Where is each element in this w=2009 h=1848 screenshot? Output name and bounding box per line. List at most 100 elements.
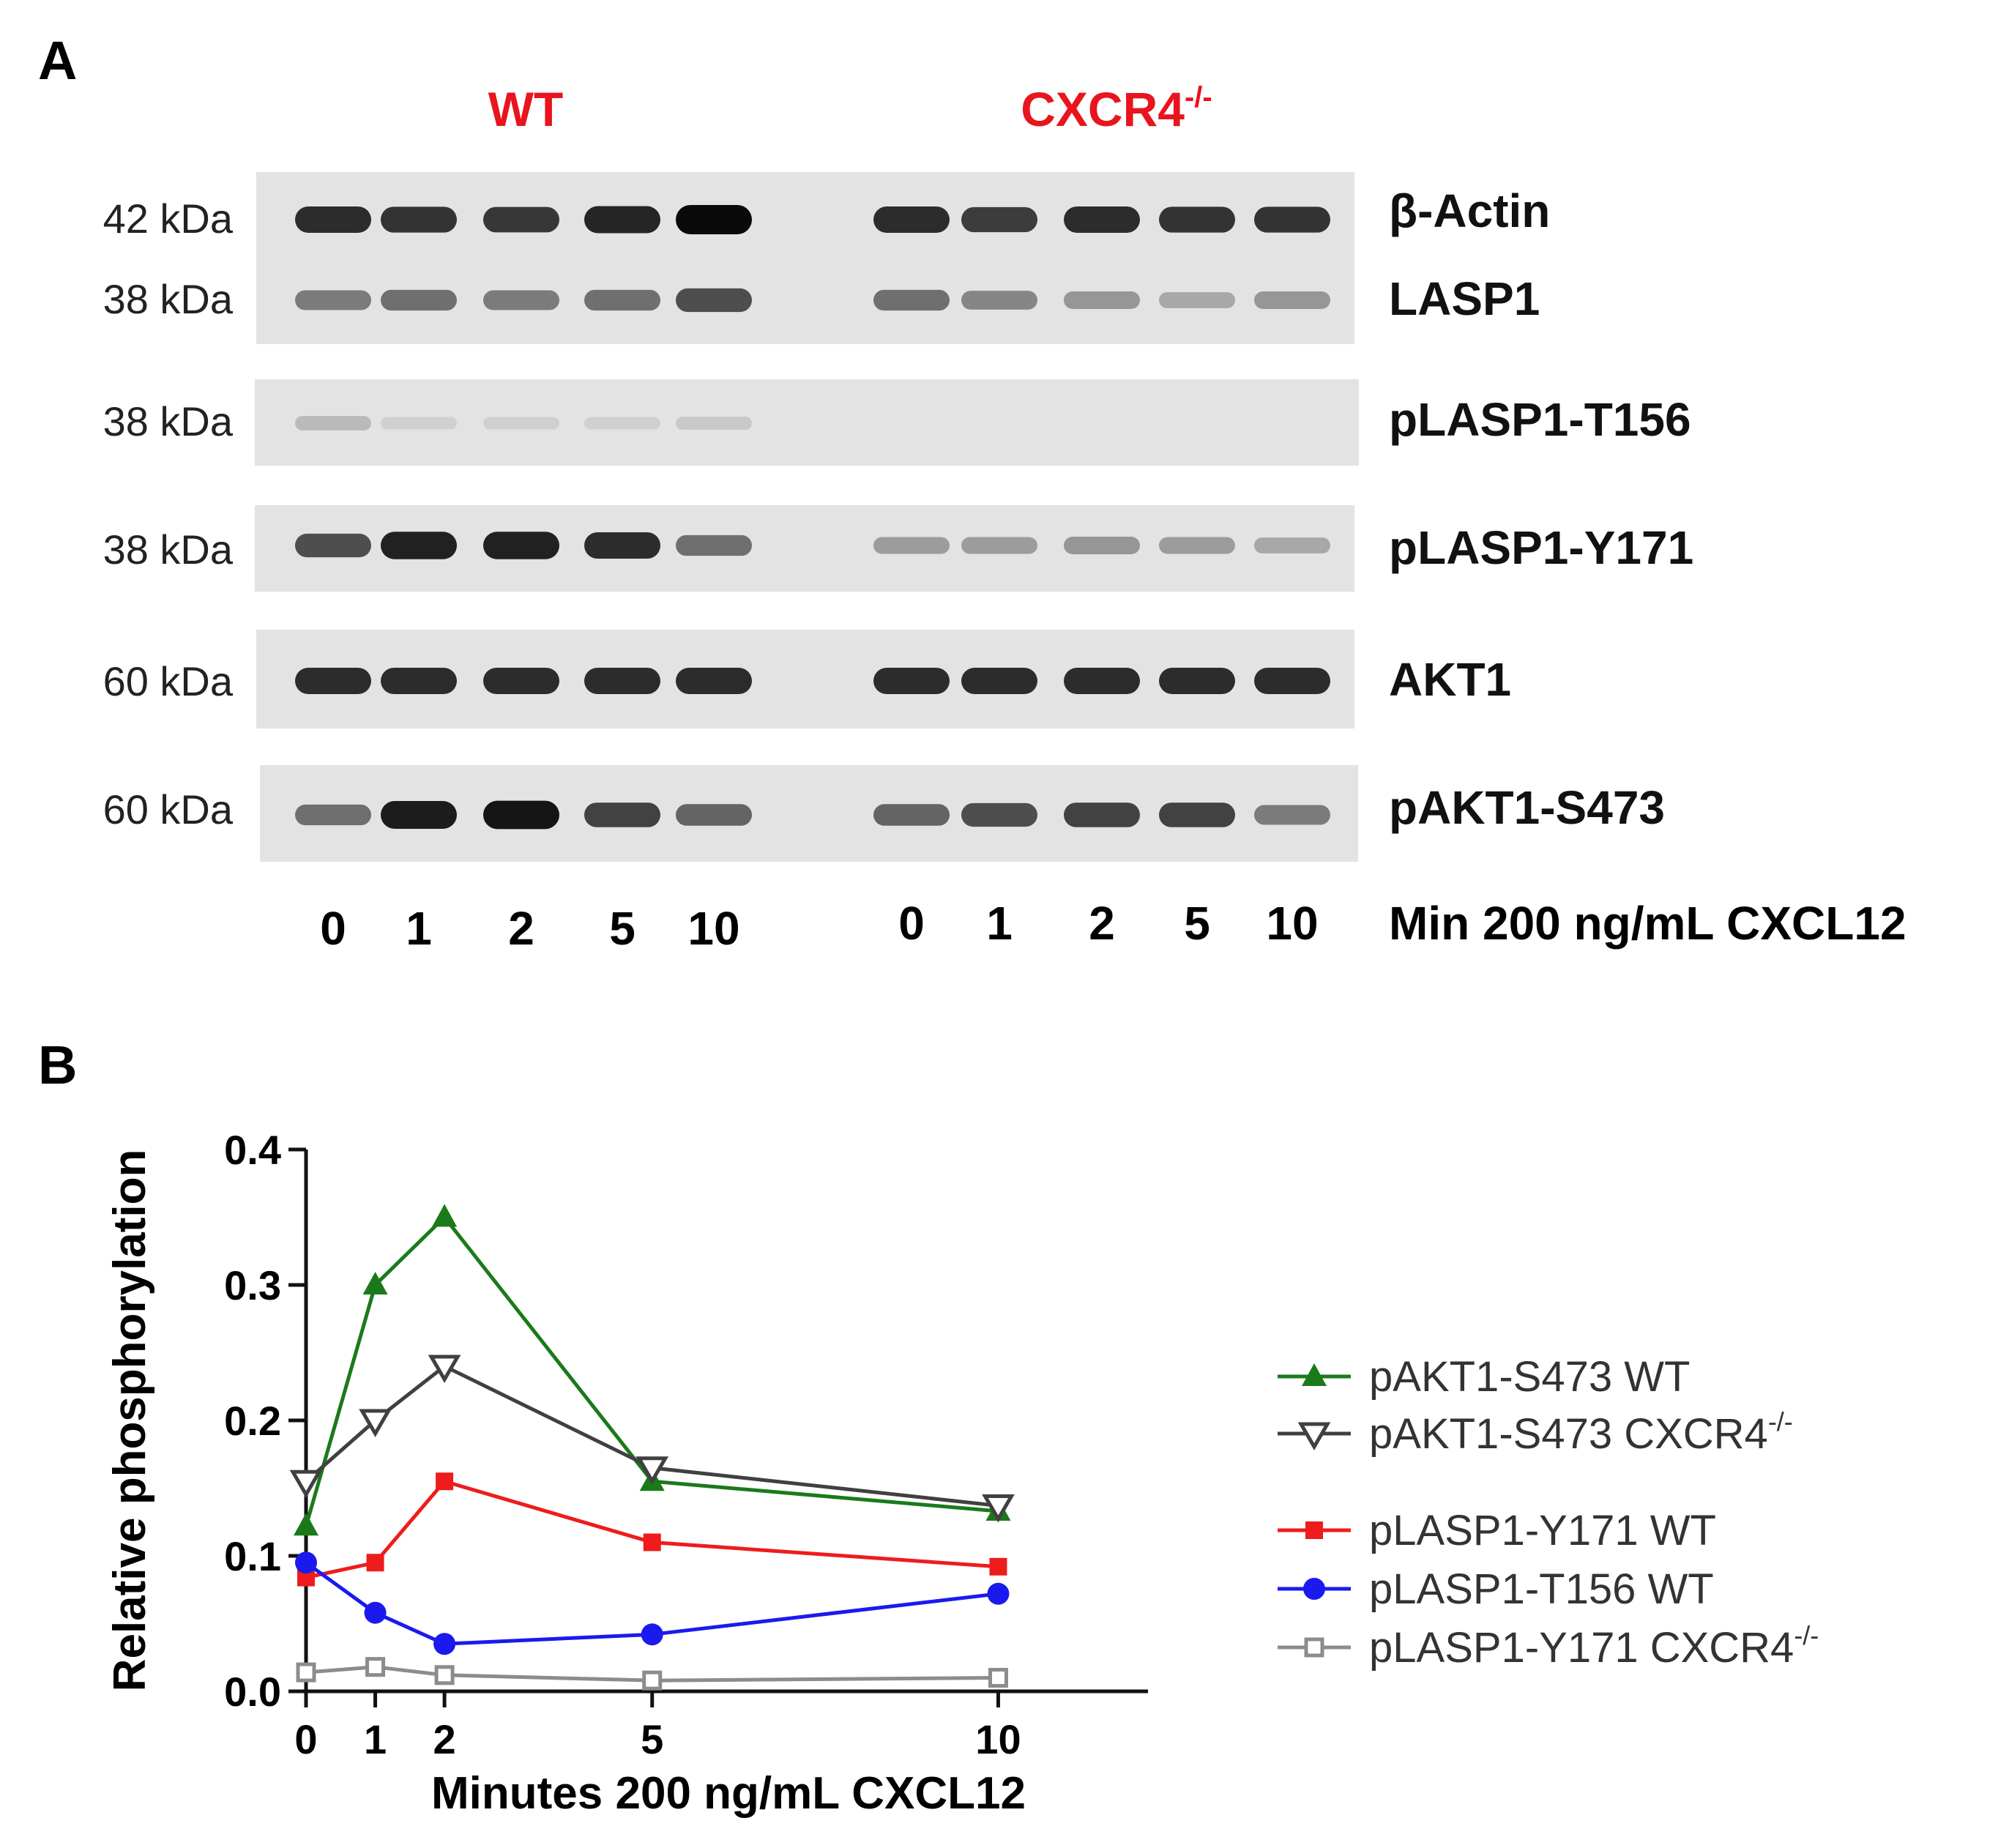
legend-marker bbox=[1304, 1637, 1324, 1658]
group-label-wt: WT bbox=[488, 82, 564, 136]
blot-band bbox=[961, 802, 1037, 827]
blot-strip bbox=[256, 172, 1354, 344]
lane-label-cxcr4: 2 bbox=[1089, 897, 1115, 950]
western-blot-panel: 42 kDa β-Actin 38 kDa LASP1 38 kDa pLASP1-T15… bbox=[103, 172, 1693, 862]
legend-label: pAKT1-S473 CXCR4-/- bbox=[1369, 1407, 1793, 1458]
blot-band bbox=[1254, 667, 1330, 695]
blot-band bbox=[1159, 206, 1235, 233]
blot-band bbox=[295, 206, 371, 234]
blot-band bbox=[483, 206, 559, 233]
lane-label-cxcr4: 0 bbox=[898, 897, 925, 950]
blot-band bbox=[961, 291, 1037, 310]
blot-band bbox=[381, 417, 457, 430]
lane-label-cxcr4: 5 bbox=[1184, 897, 1210, 950]
x-tick-label: 1 bbox=[364, 1716, 387, 1762]
molecular-weight-label: 38 kDa bbox=[103, 526, 234, 573]
blot-strip bbox=[256, 630, 1354, 729]
molecular-weight-label: 60 kDa bbox=[103, 658, 234, 704]
data-point bbox=[433, 1633, 456, 1655]
panel-a-label: A bbox=[38, 30, 77, 91]
blot-band bbox=[381, 532, 457, 559]
blot-band bbox=[584, 532, 660, 559]
blot-band bbox=[873, 804, 950, 826]
blot-band bbox=[1064, 537, 1140, 554]
data-point bbox=[432, 1204, 458, 1227]
protein-label: pAKT1-S473 bbox=[1389, 781, 1665, 834]
blot-band bbox=[1159, 802, 1235, 827]
legend-label: pAKT1-S473 WT bbox=[1369, 1353, 1690, 1401]
blot-band bbox=[295, 533, 371, 558]
blot-band bbox=[295, 804, 371, 826]
blot-band bbox=[381, 667, 457, 695]
blot-band bbox=[1254, 805, 1330, 825]
blot-strip bbox=[255, 505, 1354, 592]
x-tick-label: 10 bbox=[975, 1716, 1021, 1762]
legend-label-text: pAKT1-S473 WT bbox=[1369, 1353, 1690, 1401]
data-point bbox=[294, 1513, 318, 1536]
lane-label-wt: 5 bbox=[609, 902, 636, 955]
molecular-weight-label: 42 kDa bbox=[103, 195, 234, 242]
x-tick-label: 2 bbox=[433, 1716, 456, 1762]
blot-band bbox=[961, 537, 1037, 554]
legend-label: pLASP1-T156 WT bbox=[1369, 1565, 1714, 1613]
data-point bbox=[434, 1665, 455, 1685]
legend-label-text: pLASP1-Y171 CXCR4 bbox=[1369, 1624, 1794, 1672]
molecular-weight-label: 38 kDa bbox=[103, 398, 234, 444]
blot-background bbox=[256, 172, 1354, 344]
group-label-cxcr4: CXCR4-/- bbox=[1021, 81, 1212, 136]
blot-band bbox=[1159, 667, 1235, 695]
data-point bbox=[987, 1582, 1010, 1605]
data-point bbox=[289, 1469, 323, 1499]
data-point bbox=[359, 1409, 392, 1437]
data-point bbox=[428, 1355, 461, 1383]
blot-band bbox=[873, 206, 950, 234]
protein-label: pLASP1-T156 bbox=[1389, 393, 1691, 446]
blot-band bbox=[1064, 291, 1140, 309]
blot-band bbox=[584, 802, 660, 827]
blot-band bbox=[381, 801, 457, 829]
legend-label-sup: -/- bbox=[1768, 1407, 1793, 1437]
blot-band bbox=[295, 416, 371, 431]
data-point bbox=[642, 1670, 663, 1691]
data-point bbox=[364, 1601, 387, 1624]
data-point bbox=[636, 1456, 669, 1485]
blot-band bbox=[584, 417, 660, 430]
blot-band bbox=[483, 667, 559, 695]
blot-band bbox=[1254, 206, 1330, 233]
series bbox=[294, 1204, 1011, 1536]
y-axis-title: Relative phosphorylation bbox=[105, 1150, 155, 1692]
protein-label: LASP1 bbox=[1389, 272, 1540, 325]
lane-label-cxcr4: 1 bbox=[986, 897, 1013, 950]
legend-marker bbox=[1303, 1578, 1325, 1600]
legend-label-text: pLASP1-Y171 WT bbox=[1369, 1507, 1716, 1554]
legend-item: pLASP1-Y171 CXCR4-/- bbox=[1278, 1620, 1819, 1672]
group-label-cxcr4-text: CXCR4 bbox=[1021, 82, 1185, 136]
blot-band bbox=[961, 206, 1037, 233]
x-tick-label: 5 bbox=[641, 1716, 663, 1762]
blot-band bbox=[873, 667, 950, 695]
blot-band bbox=[584, 289, 660, 311]
blot-band bbox=[1064, 667, 1140, 695]
legend-marker bbox=[1302, 1363, 1327, 1386]
blot-band bbox=[676, 205, 752, 234]
line-chart: 0.0 0.1 0.2 0.3 0.4 0 1 2 5 10 Minutes 200 ng/mL C… bbox=[105, 1127, 1148, 1819]
group-label-cxcr4-sup: -/- bbox=[1185, 81, 1212, 113]
data-point bbox=[296, 1662, 316, 1683]
blot-strip bbox=[260, 765, 1358, 862]
legend-label-sup: -/- bbox=[1794, 1620, 1819, 1650]
legend-label-text: pAKT1-S473 CXCR4 bbox=[1369, 1410, 1768, 1458]
blot-band bbox=[1254, 537, 1330, 554]
x-axis-title: Minutes 200 ng/mL CXCL12 bbox=[431, 1768, 1026, 1819]
blot-band bbox=[483, 532, 559, 559]
y-tick-label: 0.1 bbox=[224, 1533, 281, 1579]
blot-band bbox=[1064, 206, 1140, 234]
lane-labels: 0 1 2 5 10 0 1 2 5 10 bbox=[320, 897, 1318, 955]
blot-strip bbox=[255, 379, 1359, 466]
protein-label: β-Actin bbox=[1389, 185, 1550, 237]
blot-band bbox=[483, 417, 559, 430]
lane-label-wt: 0 bbox=[320, 902, 346, 955]
data-point bbox=[982, 1494, 1015, 1523]
protein-label: pLASP1-Y171 bbox=[1389, 521, 1693, 574]
data-point bbox=[988, 1668, 1008, 1688]
blot-band bbox=[295, 667, 371, 695]
